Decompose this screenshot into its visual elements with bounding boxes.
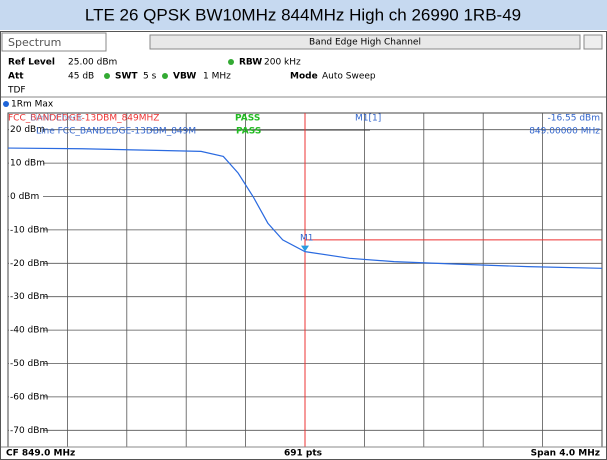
limit-result: PASS	[235, 114, 260, 124]
span: Span 4.0 MHz	[531, 449, 600, 459]
swt: 5 s	[143, 72, 157, 82]
trace-dot	[3, 101, 9, 107]
label-bg	[9, 324, 43, 337]
dot	[162, 73, 168, 79]
label-bg	[9, 257, 43, 270]
y-axis-label: -30 dBm	[10, 292, 48, 302]
tdf: TDF	[7, 86, 26, 96]
tab[interactable]	[1, 32, 107, 52]
points: 691 pts	[284, 449, 322, 459]
tab-label: Spectrum	[8, 36, 61, 49]
y-axis-label: 0 dBm	[10, 192, 39, 202]
y-axis-label: 10 dBm	[10, 159, 45, 169]
label-bg	[9, 157, 43, 170]
label-bg	[9, 290, 43, 303]
instrument-frame	[0, 31, 607, 460]
marker	[301, 245, 309, 252]
vbw: 1 MHz	[203, 72, 231, 82]
trace-label: 1Rm Max	[11, 100, 54, 110]
limit-line-name: FCC_BANDEDGE-13DBM_849MHZ	[8, 114, 159, 124]
dot	[104, 73, 110, 79]
label-bg	[9, 390, 43, 403]
rbw-label: RBW	[239, 58, 262, 68]
label-bg	[9, 190, 43, 203]
swt-label: SWT	[115, 72, 138, 82]
label-bg	[9, 123, 43, 136]
label-bg	[9, 223, 43, 236]
limit-line-label: Line FCC_BANDEDGE-13DBM_849M	[36, 127, 196, 137]
menu-icon[interactable]	[583, 34, 603, 50]
title-bar	[0, 0, 607, 30]
label-bg	[9, 424, 43, 437]
marker-tag: M1	[300, 234, 314, 244]
dot	[228, 59, 234, 65]
y-axis-label: 20 dBm	[10, 125, 45, 135]
center-freq: CF 849.0 MHz	[6, 449, 75, 459]
att: 45 dB	[68, 72, 94, 82]
vbw-label: VBW	[173, 72, 196, 82]
ref-level: 25.00 dBm	[68, 58, 117, 68]
rbw: 200 kHz	[264, 58, 301, 68]
ref-level-label: Ref Level	[8, 58, 55, 68]
y-axis-label: -10 dBm	[10, 225, 48, 235]
mode: Auto Sweep	[322, 72, 376, 82]
window-title: Band Edge High Channel	[309, 38, 421, 48]
att-label: Att	[8, 72, 24, 82]
marker-name: M1[1]	[355, 114, 381, 124]
marker-level: -16.55 dBm	[547, 114, 600, 124]
y-axis-label: -50 dBm	[10, 359, 48, 369]
limit-check-label: Limit Check	[30, 114, 84, 124]
limit-line-result: PASS	[236, 127, 261, 137]
mode-label: Mode	[290, 72, 318, 82]
y-axis-label: -60 dBm	[10, 392, 48, 402]
marker-freq: 849.00000 MHz	[529, 127, 600, 137]
window-title-box	[149, 34, 581, 50]
trace	[7, 147, 603, 269]
title: LTE 26 QPSK BW10MHz 844MHz High ch 26990…	[85, 5, 521, 24]
y-axis-label: -40 dBm	[10, 326, 48, 336]
label-bg	[9, 357, 43, 370]
y-axis-label: -70 dBm	[10, 426, 48, 436]
y-axis-label: -20 dBm	[10, 259, 48, 269]
